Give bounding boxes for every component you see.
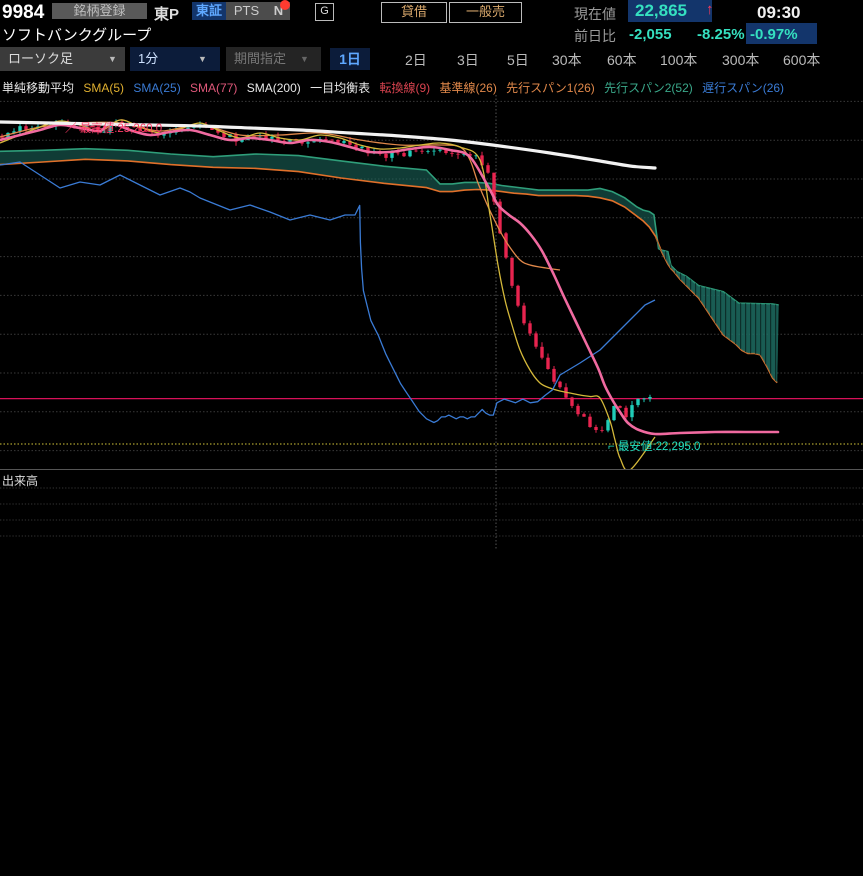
svg-text:／ 最高値:25,260.0: ／ 最高値:25,260.0 <box>65 121 162 135</box>
svg-text:⌐ 最安値:22,295.0: ⌐ 最安値:22,295.0 <box>608 439 700 453</box>
